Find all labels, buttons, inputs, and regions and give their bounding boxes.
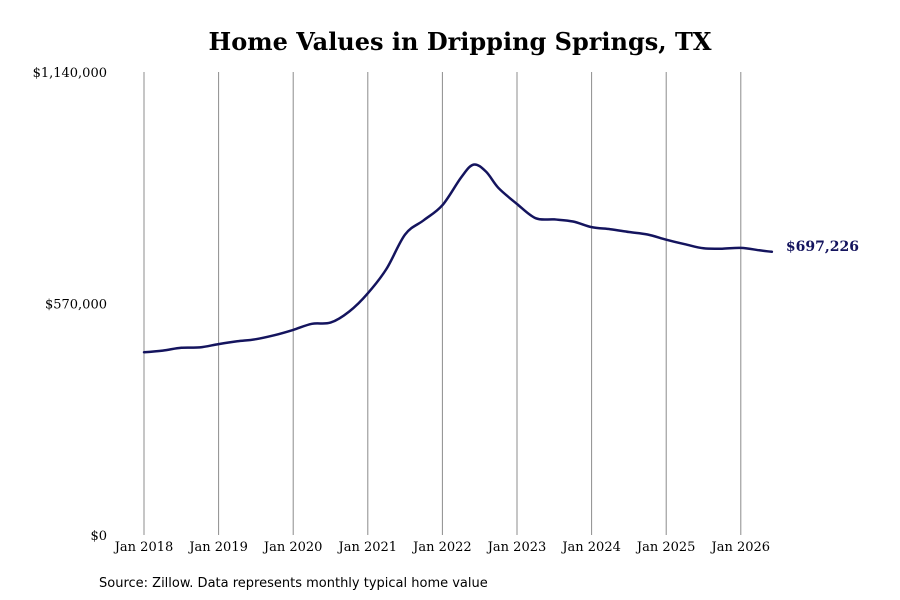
x-tick-label: Jan 2023 (486, 540, 547, 555)
y-tick-label: $1,140,000 (33, 66, 107, 81)
source-note: Source: Zillow. Data represents monthly … (99, 576, 488, 591)
x-tick-label: Jan 2021 (337, 540, 398, 555)
x-tick-label: Jan 2024 (560, 540, 621, 555)
y-tick-label: $0 (90, 529, 107, 544)
x-tick-label: Jan 2025 (635, 540, 696, 555)
home-value-series-line (142, 163, 774, 354)
x-tick-label: Jan 2022 (411, 540, 472, 555)
latest-value-label: $697,226 (786, 239, 859, 255)
chart-title: Home Values in Dripping Springs, TX (209, 27, 712, 56)
x-tick-label: Jan 2019 (187, 540, 248, 555)
x-tick-label: Jan 2020 (262, 540, 323, 555)
y-tick-label: $570,000 (45, 298, 107, 313)
y-axis-ticks: $0 $570,000 $1,140,000 (33, 66, 107, 544)
x-tick-label: Jan 2026 (710, 540, 771, 555)
x-axis-ticks: Jan 2018 Jan 2019 Jan 2020 Jan 2021 Jan 2022… (113, 540, 770, 555)
vertical-gridlines (143, 72, 742, 535)
x-tick-label: Jan 2018 (113, 540, 174, 555)
